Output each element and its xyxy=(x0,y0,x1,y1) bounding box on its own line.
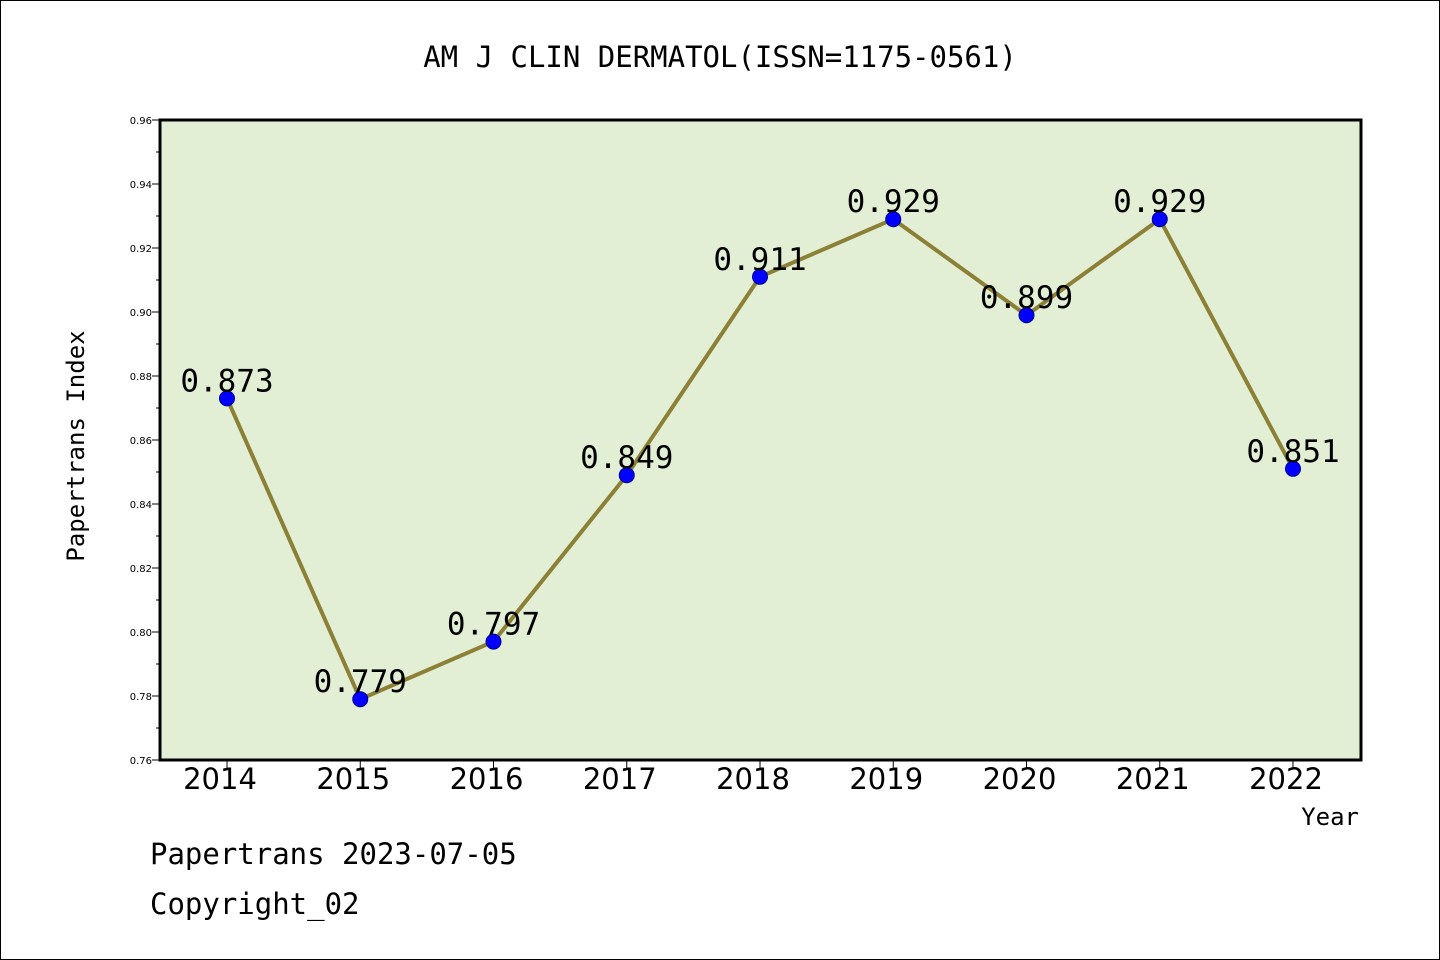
x-tick-label: 2014 xyxy=(183,762,257,796)
data-label: 0.849 xyxy=(580,440,673,476)
y-tick-label: 0.96 xyxy=(130,116,152,127)
data-point xyxy=(219,390,235,407)
footer-date: Papertrans 2023-07-05 xyxy=(150,837,517,871)
y-axis: 0.76 0.78 0.80 0.82 0.84 0.86 0.88 0.90 0.92 0.94… xyxy=(130,116,160,767)
x-tick-label: 2022 xyxy=(1249,762,1323,796)
data-label: 0.797 xyxy=(447,607,540,643)
data-point xyxy=(618,467,635,484)
x-tick-label: 2018 xyxy=(716,762,790,796)
data-label: 0.873 xyxy=(180,363,273,399)
chart-title: AM J CLIN DERMATOL(ISSN=1175-0561) xyxy=(423,40,1017,74)
data-point xyxy=(885,211,902,228)
data-point xyxy=(1285,460,1301,477)
y-tick-label: 0.88 xyxy=(130,372,152,383)
data-label: 0.929 xyxy=(847,184,940,220)
y-tick-label: 0.76 xyxy=(130,756,152,767)
y-tick-label: 0.78 xyxy=(130,692,152,703)
data-point xyxy=(1018,307,1035,324)
y-tick-label: 0.84 xyxy=(130,500,152,511)
x-tick-label: 2017 xyxy=(583,762,657,796)
data-label: 0.929 xyxy=(1113,184,1206,220)
x-tick-label: 2019 xyxy=(849,762,923,796)
y-tick-label: 0.92 xyxy=(130,244,152,255)
data-labels: 0.873 0.779 0.797 0.849 0.911 0.929 0.899 0.929… xyxy=(180,184,1339,700)
data-point xyxy=(352,691,369,708)
data-label: 0.779 xyxy=(314,664,407,700)
series-markers xyxy=(219,211,1301,708)
x-tick-label: 2021 xyxy=(1116,762,1190,796)
data-label: 0.899 xyxy=(980,280,1073,316)
x-tick-label: 2020 xyxy=(983,762,1057,796)
y-axis-label: Papertrans Index xyxy=(62,330,90,561)
y-tick-label: 0.82 xyxy=(130,564,152,575)
data-point xyxy=(485,633,502,650)
x-axis: 2014 2015 2016 2017 2018 2019 2020 2021 2022 xyxy=(183,760,1323,796)
footer-copyright: Copyright_02 xyxy=(150,887,360,922)
x-axis-label: Year xyxy=(1301,803,1359,831)
data-label: 0.851 xyxy=(1246,434,1339,470)
y-tick-label: 0.80 xyxy=(130,628,152,639)
data-label: 0.911 xyxy=(713,242,806,278)
data-point xyxy=(752,268,768,285)
y-tick-label: 0.90 xyxy=(130,308,152,319)
y-tick-label: 0.94 xyxy=(130,180,152,191)
data-point xyxy=(1151,211,1168,228)
x-tick-label: 2015 xyxy=(316,762,390,796)
x-tick-label: 2016 xyxy=(450,762,524,796)
y-tick-label: 0.86 xyxy=(130,436,152,447)
